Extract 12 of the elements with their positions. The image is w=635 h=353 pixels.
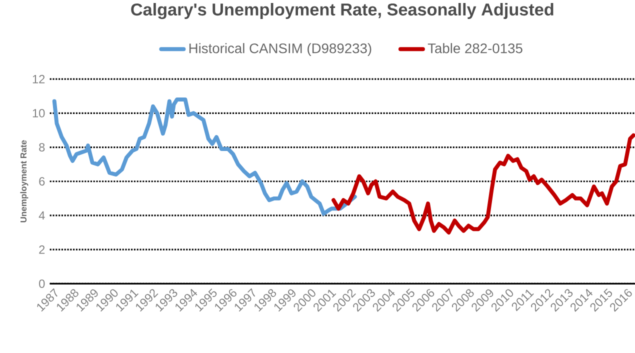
chart-title: Calgary's Unemployment Rate, Seasonally Adjusted	[131, 3, 554, 20]
y-tick-label: 0	[39, 280, 45, 288]
y-tick-label: 12	[32, 74, 45, 84]
y-axis-title: Unemployment Rate	[20, 140, 28, 222]
y-tick-label: 10	[32, 109, 45, 118]
line-series	[332, 133, 635, 235]
y-tick-label: 2	[39, 245, 45, 254]
y-tick-label: 4	[38, 211, 45, 220]
legend-label: Table 282-0135	[428, 43, 522, 54]
legend-label: Historical CANSIM (D989233)	[189, 43, 372, 56]
y-tick-label: 6	[39, 177, 45, 186]
y-tick-label: 8	[39, 143, 45, 152]
